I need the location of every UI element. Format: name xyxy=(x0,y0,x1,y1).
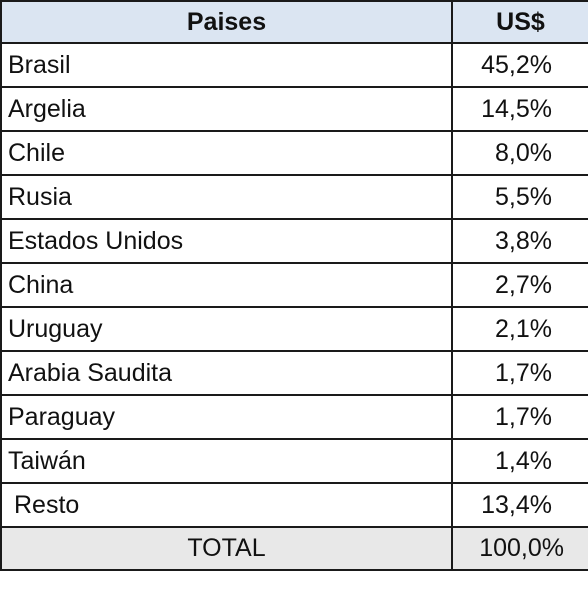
table-row: Uruguay 2,1% xyxy=(0,306,588,352)
value-cell: 1,4% xyxy=(451,438,588,484)
country-cell: Chile xyxy=(0,130,453,176)
total-row: TOTAL 100,0% xyxy=(0,526,588,571)
country-cell: Brasil xyxy=(0,42,453,88)
column-header-value: US$ xyxy=(451,0,588,44)
table-row: China 2,7% xyxy=(0,262,588,308)
table-row: Chile 8,0% xyxy=(0,130,588,176)
country-cell: Rusia xyxy=(0,174,453,220)
value-cell: 13,4% xyxy=(451,482,588,528)
header-row: Paises US$ xyxy=(0,0,588,44)
value-cell: 1,7% xyxy=(451,350,588,396)
total-label: TOTAL xyxy=(0,526,453,571)
value-cell: 2,1% xyxy=(451,306,588,352)
total-value: 100,0% xyxy=(451,526,588,571)
country-cell: China xyxy=(0,262,453,308)
table-row: Estados Unidos 3,8% xyxy=(0,218,588,264)
table-row: Rusia 5,5% xyxy=(0,174,588,220)
table-row: Arabia Saudita 1,7% xyxy=(0,350,588,396)
value-cell: 14,5% xyxy=(451,86,588,132)
country-cell: Resto xyxy=(0,482,453,528)
country-cell: Taiwán xyxy=(0,438,453,484)
table-row: Resto 13,4% xyxy=(0,482,588,528)
table-row: Argelia 14,5% xyxy=(0,86,588,132)
country-cell: Estados Unidos xyxy=(0,218,453,264)
value-cell: 45,2% xyxy=(451,42,588,88)
country-cell: Uruguay xyxy=(0,306,453,352)
table-row: Paraguay 1,7% xyxy=(0,394,588,440)
country-cell: Arabia Saudita xyxy=(0,350,453,396)
value-cell: 2,7% xyxy=(451,262,588,308)
value-cell: 8,0% xyxy=(451,130,588,176)
country-cell: Paraguay xyxy=(0,394,453,440)
column-header-country: Paises xyxy=(0,0,453,44)
value-cell: 1,7% xyxy=(451,394,588,440)
country-share-table: Paises US$ Brasil 45,2% Argelia 14,5% Ch… xyxy=(0,0,588,571)
value-cell: 3,8% xyxy=(451,218,588,264)
value-cell: 5,5% xyxy=(451,174,588,220)
table-row: Taiwán 1,4% xyxy=(0,438,588,484)
table-row: Brasil 45,2% xyxy=(0,42,588,88)
country-cell: Argelia xyxy=(0,86,453,132)
